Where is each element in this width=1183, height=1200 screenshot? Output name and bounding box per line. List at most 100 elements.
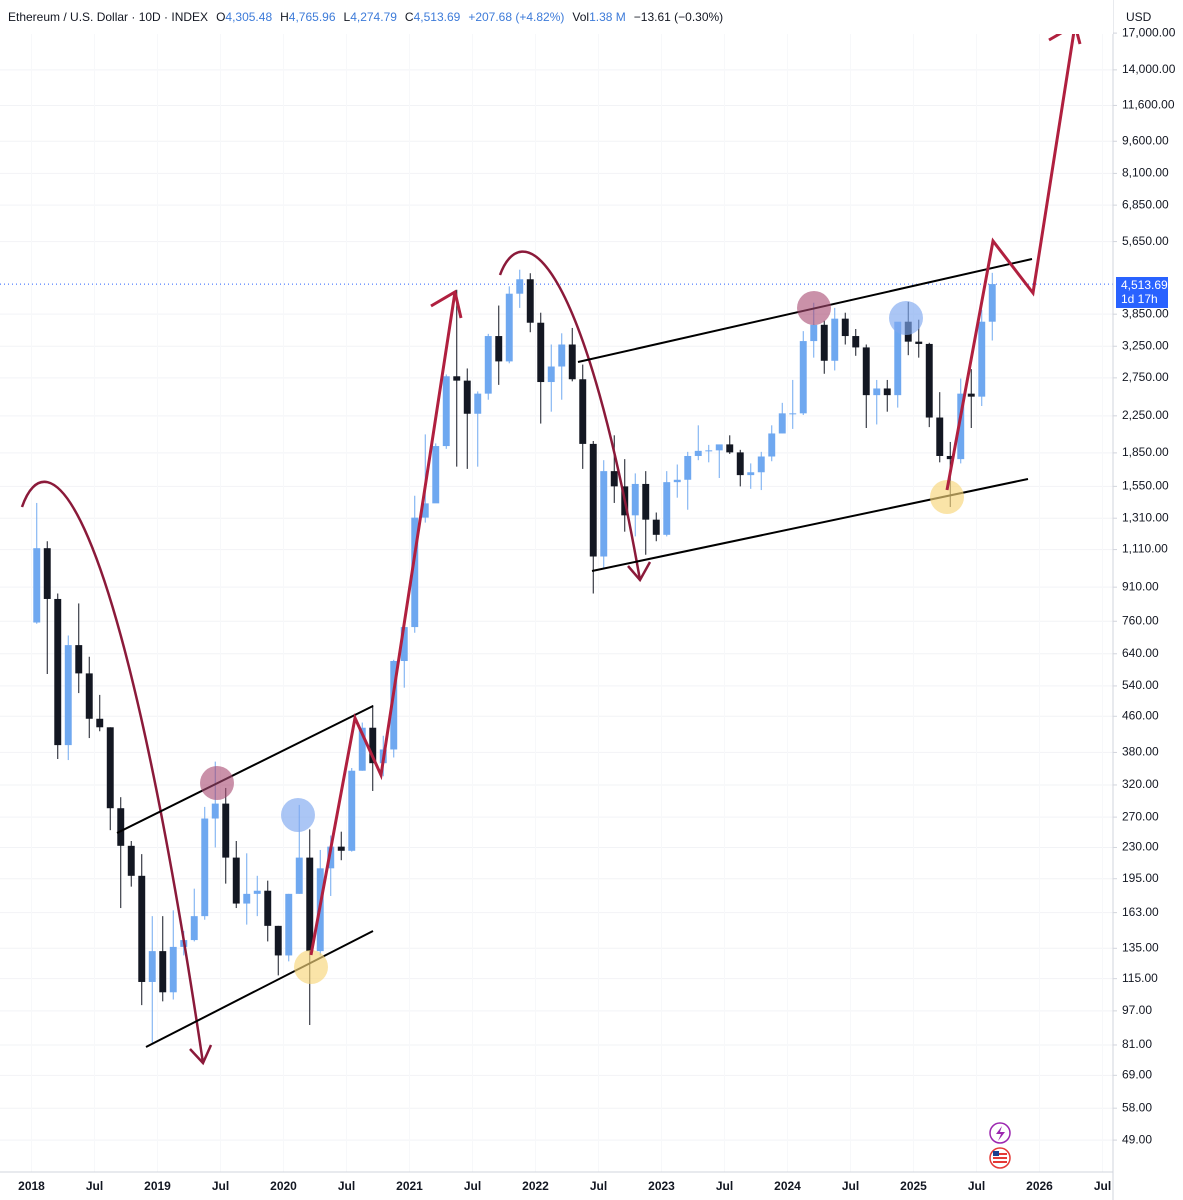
field-value: 4,765.96 [288, 10, 336, 24]
volume: 1.38 M [589, 10, 626, 24]
volume-change: −13.61 (−0.30%) [633, 10, 724, 24]
y-tick-label: 2,250.00 [1122, 408, 1169, 422]
x-tick-label: 2024 [774, 1179, 801, 1193]
x-tick-label: 2023 [648, 1179, 675, 1193]
candle-body [547, 366, 555, 383]
candle-body [138, 875, 146, 982]
y-tick-label: 760.00 [1122, 613, 1159, 627]
candle-body [474, 393, 482, 414]
candle-body [862, 347, 870, 396]
highlight-circle [200, 766, 234, 800]
candle-body [967, 393, 975, 397]
y-tick-label: 14,000.00 [1122, 62, 1176, 76]
y-tick-label: 9,600.00 [1122, 133, 1169, 147]
icon-lightning [989, 1122, 1011, 1144]
candle-body [54, 598, 62, 746]
candle-body [516, 279, 524, 294]
arrow-head [189, 1044, 213, 1066]
candle-body [589, 443, 597, 557]
y-tick-label: 1,110.00 [1122, 542, 1168, 556]
field-key: L [343, 10, 351, 24]
x-tick-label: Jul [968, 1179, 985, 1193]
y-tick-label: 6,850.00 [1122, 197, 1169, 211]
field-value: 4,305.48 [225, 10, 273, 24]
highlight-circle [930, 480, 964, 514]
candle-body [369, 727, 377, 764]
y-tick-label: 163.00 [1122, 905, 1159, 919]
candle-body [453, 376, 461, 381]
candle-body [663, 482, 671, 535]
y-tick-label: 460.00 [1122, 708, 1159, 722]
x-tick-label: 2026 [1026, 1179, 1053, 1193]
candle-body [75, 645, 83, 674]
candle-body [33, 548, 41, 623]
y-tick-label: 910.00 [1122, 579, 1159, 593]
y-tick-label: 8,100.00 [1122, 166, 1169, 180]
y-tick-label: 5,650.00 [1122, 234, 1169, 248]
arc-arrow [20, 480, 205, 1064]
symbol-title: Ethereum / U.S. Dollar · 10D · INDEX [8, 10, 209, 24]
candle-body [673, 479, 681, 483]
currency-label: USD [1126, 10, 1152, 24]
candle-body [726, 444, 734, 453]
field-key: C [404, 10, 414, 24]
candle-body [736, 452, 744, 476]
countdown: 1d 17h [1121, 292, 1158, 306]
candle-body [222, 803, 230, 858]
candle-body [274, 925, 282, 956]
x-tick-label: 2022 [522, 1179, 549, 1193]
candle-body [705, 450, 713, 452]
price-label: 4,513.69 1d 17h [1116, 277, 1168, 308]
candle-body [978, 321, 986, 397]
candle-body [747, 472, 755, 476]
candle-body [106, 727, 114, 809]
candle-body [642, 483, 650, 520]
candle-body [526, 279, 534, 323]
candle-body [327, 846, 335, 869]
candle-body [852, 336, 860, 348]
candle-body [211, 803, 219, 819]
candle-body [358, 727, 366, 771]
y-tick-label: 380.00 [1122, 745, 1159, 759]
candle-body [831, 318, 839, 361]
candle-body [264, 890, 272, 926]
highlight-circle [294, 950, 328, 984]
candle-body [925, 343, 933, 418]
arrow-head [430, 289, 463, 319]
arc-arrow [498, 250, 642, 581]
y-tick-label: 135.00 [1122, 940, 1159, 954]
candle-body [757, 456, 765, 473]
channel-line [145, 930, 374, 1048]
candle-body [400, 627, 408, 662]
candle-body [631, 483, 639, 516]
candle-body [694, 450, 702, 456]
legend-header: Ethereum / U.S. Dollar · 10D · INDEX O4,3… [0, 0, 1113, 34]
grid [0, 32, 1113, 1141]
field-value: 4,274.79 [350, 10, 397, 24]
y-tick-label: 81.00 [1122, 1037, 1152, 1051]
candle-body [253, 890, 261, 894]
candle-body [810, 324, 818, 342]
candle-body [64, 645, 72, 746]
candle-body [715, 444, 723, 451]
candle-body [946, 455, 954, 460]
candle-body [117, 808, 125, 846]
candle-body [957, 393, 965, 460]
candle-body [243, 893, 251, 904]
y-tick-label: 1,850.00 [1122, 445, 1169, 459]
y-tick-label: 3,250.00 [1122, 338, 1169, 352]
candle-body [768, 433, 776, 457]
y-tick-label: 270.00 [1122, 809, 1159, 823]
candle-body [421, 503, 429, 518]
candle-body [348, 770, 356, 851]
channel-line [116, 705, 374, 834]
candle-body [484, 336, 492, 394]
y-tick-label: 49.00 [1122, 1132, 1152, 1146]
candle-body [232, 857, 240, 904]
x-tick-label: 2025 [900, 1179, 927, 1193]
candle-body [652, 519, 660, 535]
field-value: 4,513.69 [413, 10, 461, 24]
candle-body [610, 471, 618, 487]
candle-body [936, 417, 944, 456]
